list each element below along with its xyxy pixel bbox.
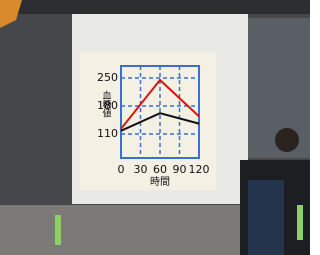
person-head (275, 128, 299, 152)
y-tick-label: 250 (97, 71, 118, 84)
y-tick-label: 110 (97, 127, 118, 140)
x-axis-label: 時間 (150, 176, 170, 188)
x-tick-label: 30 (134, 163, 148, 176)
x-tick-label: 0 (118, 163, 125, 176)
bottle (297, 205, 303, 240)
x-tick-label: 60 (153, 163, 167, 176)
ceiling (0, 0, 310, 14)
x-tick-label: 120 (189, 163, 210, 176)
x-tick-label: 90 (173, 163, 187, 176)
y-tick-label: 180 (97, 99, 118, 112)
audience-member (248, 180, 284, 255)
bottle (55, 215, 61, 245)
